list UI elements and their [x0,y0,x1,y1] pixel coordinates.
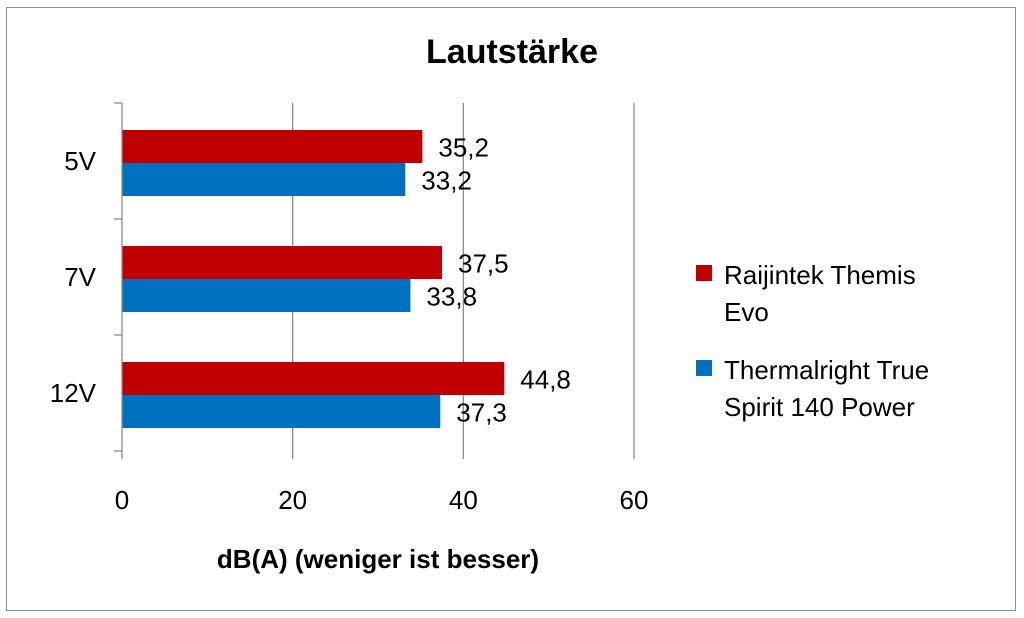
bar [122,163,406,196]
legend-label: Evo [724,297,769,327]
bar [122,395,441,428]
axes: 0 20 40 60 5V 7V 12V [50,102,649,515]
bar [122,130,423,163]
bars [122,130,505,428]
legend-swatch [696,360,712,376]
x-tick-label: 20 [278,485,307,515]
chart-title: Lautstärke [426,33,598,71]
bar [122,279,411,312]
x-axis-title: dB(A) (weniger ist besser) [217,544,539,574]
data-label: 35,2 [438,133,489,163]
category-label: 5V [64,146,96,176]
x-tick-label: 60 [620,485,649,515]
category-label: 12V [50,378,97,408]
legend-label: Raijintek Themis [724,260,916,290]
legend-label: Spirit 140 Power [724,392,915,422]
data-label: 37,3 [456,398,507,428]
x-tick-label: 40 [449,485,478,515]
data-label: 33,8 [426,282,477,312]
data-label: 33,2 [421,166,472,196]
legend-swatch [696,265,712,281]
bar [122,246,442,279]
x-tick-label: 0 [115,485,129,515]
bar [122,362,505,395]
legend: Raijintek Themis Evo Thermalright True Spir… [696,260,929,422]
data-labels: 35,233,2 37,533,8 44,8 37,3 [421,133,571,428]
legend-label: Thermalright True [724,355,929,385]
data-label: 44,8 [520,365,571,395]
category-label: 7V [64,262,96,292]
data-label: 37,5 [458,249,509,279]
